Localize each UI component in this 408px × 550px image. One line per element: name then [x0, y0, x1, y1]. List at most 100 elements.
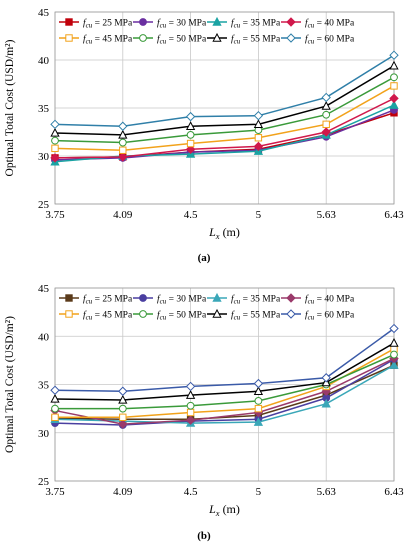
series-line	[54, 327, 395, 393]
x-tick-label: 4.5	[184, 209, 198, 221]
y-tick-label: 45	[38, 7, 50, 19]
y-axis-label: Optimal Total Cost (USD/m²)	[4, 39, 16, 176]
y-tick-label: 25	[38, 476, 50, 488]
data-point	[321, 92, 331, 103]
legend-entry: fcu = 30 MPa	[133, 294, 207, 306]
panel-label-a: (a)	[197, 252, 211, 264]
legend-marker	[65, 294, 73, 302]
data-point	[118, 152, 128, 162]
data-point	[185, 390, 196, 399]
data-point	[390, 82, 398, 90]
series-line	[54, 358, 395, 426]
legend-label: fcu = 25 MPa	[83, 294, 133, 306]
legend-entry: fcu = 40 MPa	[281, 17, 355, 30]
legend-marker	[286, 33, 296, 43]
plot-frame	[54, 287, 395, 482]
legend-marker	[139, 310, 147, 318]
y-tick-label: 35	[38, 380, 50, 392]
legend-entry: fcu = 45 MPa	[59, 310, 133, 322]
legend-label: fcu = 40 MPa	[305, 294, 355, 306]
y-axis-label: Optimal Total Cost (USD/m²)	[4, 316, 16, 453]
data-point	[321, 373, 331, 383]
series-50-mpa	[51, 73, 398, 147]
data-point	[322, 110, 331, 119]
series-55-mpa	[50, 60, 399, 139]
x-tick-label: 4.5	[184, 486, 198, 498]
data-point	[186, 130, 195, 139]
data-point	[51, 404, 59, 413]
legend-entry: fcu = 45 MPa	[59, 34, 133, 46]
legend-entry: fcu = 25 MPa	[59, 18, 133, 30]
x-tick-label: 4.09	[113, 486, 133, 498]
series-line	[54, 65, 395, 136]
data-point	[389, 60, 399, 70]
panel-label-b: (b)	[197, 530, 211, 542]
series-line	[54, 109, 395, 161]
data-point	[254, 134, 263, 142]
data-point	[186, 401, 195, 410]
y-tick-label: 40	[38, 55, 50, 67]
data-point	[185, 415, 196, 425]
legend-marker	[65, 18, 73, 26]
legend-label: fcu = 50 MPa	[157, 34, 207, 46]
legend-label: fcu = 25 MPa	[83, 18, 133, 30]
data-point	[253, 141, 264, 152]
legend-marker	[139, 18, 147, 26]
data-point	[389, 93, 399, 104]
data-point	[118, 129, 128, 139]
legend-label: fcu = 30 MPa	[157, 294, 207, 306]
data-point	[389, 323, 399, 334]
data-point	[322, 120, 330, 129]
series-line	[54, 85, 395, 151]
data-point	[50, 385, 60, 395]
x-tick-label: 5	[256, 486, 262, 498]
chart-panel-b: 25 30 35 40 45 3.75 4.09 4.5 5 5.63 6.43 Optimal To…	[4, 283, 404, 518]
legend-label: fcu = 60 MPa	[305, 310, 355, 322]
series-40-mpa	[50, 93, 399, 163]
legend-label: fcu = 30 MPa	[157, 18, 207, 30]
legend-marker	[286, 17, 296, 27]
data-point	[51, 136, 59, 145]
legend-label: fcu = 35 MPa	[231, 18, 281, 30]
series-25-mpa	[51, 109, 398, 162]
data-point	[253, 386, 264, 395]
data-point	[51, 413, 59, 422]
legend-entry: fcu = 50 MPa	[133, 34, 207, 46]
y-tick-label: 30	[38, 428, 50, 440]
data-point	[185, 381, 196, 392]
series-line	[54, 76, 395, 144]
x-tick-label: 3.75	[45, 486, 65, 498]
data-point	[254, 397, 263, 405]
data-point	[119, 413, 127, 422]
data-point	[254, 404, 263, 413]
legend-entry: fcu = 25 MPa	[59, 294, 133, 306]
data-point	[390, 350, 398, 359]
legend-label: fcu = 40 MPa	[305, 18, 355, 30]
series-line	[54, 357, 395, 425]
legend-marker	[65, 310, 73, 318]
data-point	[253, 110, 264, 121]
legend-label: fcu = 50 MPa	[157, 310, 207, 322]
legend-marker	[212, 16, 222, 26]
legend-entry: fcu = 55 MPa	[207, 308, 281, 322]
legend-entry: fcu = 30 MPa	[133, 18, 207, 30]
legend-label: fcu = 45 MPa	[83, 34, 133, 46]
data-point	[51, 144, 59, 153]
data-point	[186, 139, 195, 148]
legend-marker	[212, 292, 222, 302]
legend-marker	[139, 34, 147, 42]
legend-marker	[212, 308, 222, 318]
data-point	[253, 119, 264, 129]
x-tick-label: 4.09	[113, 209, 133, 221]
data-point	[118, 138, 127, 147]
data-point	[185, 111, 196, 122]
legend-label: fcu = 45 MPa	[83, 310, 133, 322]
data-point	[321, 101, 331, 110]
series-60-mpa	[50, 323, 399, 396]
data-point	[50, 119, 60, 130]
data-point	[118, 404, 127, 413]
legend-entry: fcu = 35 MPa	[207, 16, 281, 30]
series-line	[54, 364, 395, 420]
y-tick-label: 25	[38, 199, 50, 211]
